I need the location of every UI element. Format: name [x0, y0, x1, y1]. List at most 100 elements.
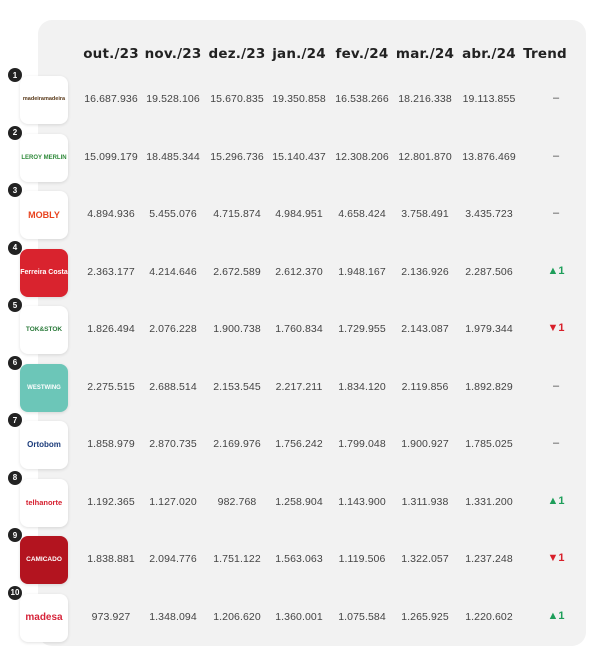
tok-stok-logo: TOK&STOK: [20, 306, 68, 354]
table-row: 5 TOK&STOK 1.826.494 2.076.228 1.900.738 1.76…: [0, 298, 595, 356]
table-row: 9 CAMICADO 1.838.881 2.094.776 1.751.122 1.56…: [0, 528, 595, 586]
header-month: nov./23: [144, 46, 202, 62]
rank-badge: 2: [8, 125, 22, 140]
value-cell: 1.119.506: [338, 553, 386, 565]
trend-indicator: –: [552, 207, 560, 219]
logo-text: Ferreira Costa: [20, 269, 68, 276]
logo-text: Ortobom: [27, 440, 61, 449]
header-month: out./23: [83, 46, 139, 62]
value-cell: 15.099.179: [84, 150, 138, 163]
value-cell: 1.322.057: [401, 553, 449, 565]
logo-text: madesa: [25, 611, 63, 623]
trend-indicator: ▼1: [547, 552, 565, 564]
value-cell: 2.094.776: [149, 553, 197, 565]
trend-indicator: –: [552, 92, 560, 104]
value-cell: 1.265.925: [401, 610, 449, 623]
value-cell: 1.858.979: [87, 438, 135, 450]
value-cell: 13.876.469: [462, 150, 516, 163]
table-row: 7 Ortobom 1.858.979 2.870.735 2.169.976 1.756…: [0, 413, 595, 471]
trend-indicator: ▲1: [547, 264, 565, 277]
value-cell: 973.927: [91, 610, 131, 623]
value-cell: 1.192.365: [87, 495, 135, 508]
trend-indicator: –: [552, 149, 560, 162]
value-cell: 16.687.936: [84, 93, 138, 105]
value-cell: 2.119.856: [401, 380, 449, 393]
value-cell: 1.563.063: [275, 553, 323, 565]
value-cell: 1.127.020: [149, 495, 197, 508]
westwing-logo: WESTWING: [20, 363, 68, 412]
value-cell: 1.311.938: [401, 495, 449, 508]
value-cell: 1.220.602: [465, 610, 513, 623]
value-cell: 12.801.870: [398, 150, 452, 163]
table-row: 3 MOBLY 4.894.936 5.455.076 4.715.874 4.984.9…: [0, 183, 595, 241]
value-cell: 2.688.514: [149, 380, 197, 393]
value-cell: 1.075.584: [338, 610, 386, 623]
logo-text: MOBLY: [28, 209, 60, 220]
trend-indicator: –: [552, 379, 560, 392]
table-row: 8 telhanorte 1.192.365 1.127.020 982.768 1.25…: [0, 470, 595, 529]
value-cell: 1.331.200: [465, 495, 513, 508]
value-cell: 982.768: [217, 495, 257, 508]
header-month: mar./24: [395, 46, 455, 62]
table-row: 1 madeiramadeira 16.687.936 19.528.106 15.67…: [0, 68, 595, 126]
value-cell: 2.672.589: [213, 265, 261, 278]
leroy-merlin-logo: LEROY MERLIN: [20, 133, 68, 182]
value-cell: 2.870.735: [149, 438, 197, 450]
trend-indicator: ▼1: [547, 322, 565, 334]
value-cell: 4.984.951: [275, 208, 323, 220]
value-cell: 1.834.120: [338, 380, 386, 393]
rank-badge: 9: [8, 528, 22, 542]
trend-indicator: ▲1: [547, 609, 565, 622]
trend-indicator: ▲1: [547, 494, 565, 507]
value-cell: 1.237.248: [465, 553, 513, 565]
logo-text: TOK&STOK: [25, 325, 63, 333]
value-cell: 1.979.344: [465, 323, 513, 335]
value-cell: 1.751.122: [213, 553, 261, 565]
value-cell: 2.136.926: [401, 265, 449, 278]
value-cell: 15.670.835: [210, 93, 264, 105]
value-cell: 1.756.242: [275, 438, 323, 450]
rank-badge: 10: [8, 585, 22, 600]
value-cell: 19.528.106: [146, 93, 200, 105]
header-month: jan./24: [272, 46, 326, 62]
value-cell: 1.143.900: [338, 495, 386, 508]
logo-text: WESTWING: [27, 384, 61, 391]
value-cell: 2.076.228: [149, 323, 197, 335]
value-cell: 3.435.723: [465, 208, 513, 220]
header-month: abr./24: [462, 46, 516, 62]
value-cell: 1.826.494: [87, 323, 135, 335]
table-row: 10 madesa 973.927 1.348.094 1.206.620 1.360.0…: [0, 585, 595, 644]
value-cell: 1.799.048: [338, 438, 386, 450]
value-cell: 3.758.491: [401, 208, 449, 220]
rank-badge: 5: [8, 298, 22, 312]
value-cell: 1.838.881: [87, 553, 135, 565]
value-cell: 1.892.829: [465, 380, 513, 393]
value-cell: 2.153.545: [213, 380, 261, 393]
value-cell: 1.900.927: [401, 438, 449, 450]
camicado-logo: CAMICADO: [20, 536, 68, 584]
rank-badge: 4: [8, 240, 22, 255]
ranking-table-panel: [38, 20, 586, 646]
value-cell: 2.287.506: [465, 265, 513, 278]
rank-badge: 1: [8, 68, 22, 82]
value-cell: 1.348.094: [149, 610, 197, 623]
value-cell: 4.894.936: [87, 208, 135, 220]
madeiramadeira-logo: madeiramadeira: [20, 76, 68, 124]
value-cell: 15.296.736: [210, 150, 264, 163]
value-cell: 15.140.437: [272, 150, 326, 163]
logo-text: LEROY MERLIN: [21, 154, 67, 161]
rank-badge: 7: [8, 413, 22, 427]
telhanorte-logo: telhanorte: [20, 478, 68, 527]
value-cell: 16.538.266: [335, 93, 389, 105]
value-cell: 1.900.738: [213, 323, 261, 335]
value-cell: 1.785.025: [465, 438, 513, 450]
value-cell: 1.760.834: [275, 323, 323, 335]
header-month: dez./23: [208, 46, 266, 62]
value-cell: 1.360.001: [275, 610, 323, 623]
mobly-logo: MOBLY: [20, 191, 68, 239]
value-cell: 2.143.087: [401, 323, 449, 335]
value-cell: 19.350.858: [272, 93, 326, 105]
table-row: 4 Ferreira Costa 2.363.177 4.214.646 2.672.5…: [0, 240, 595, 299]
ferreira-costa-logo: Ferreira Costa: [20, 248, 68, 297]
value-cell: 2.169.976: [213, 438, 261, 450]
